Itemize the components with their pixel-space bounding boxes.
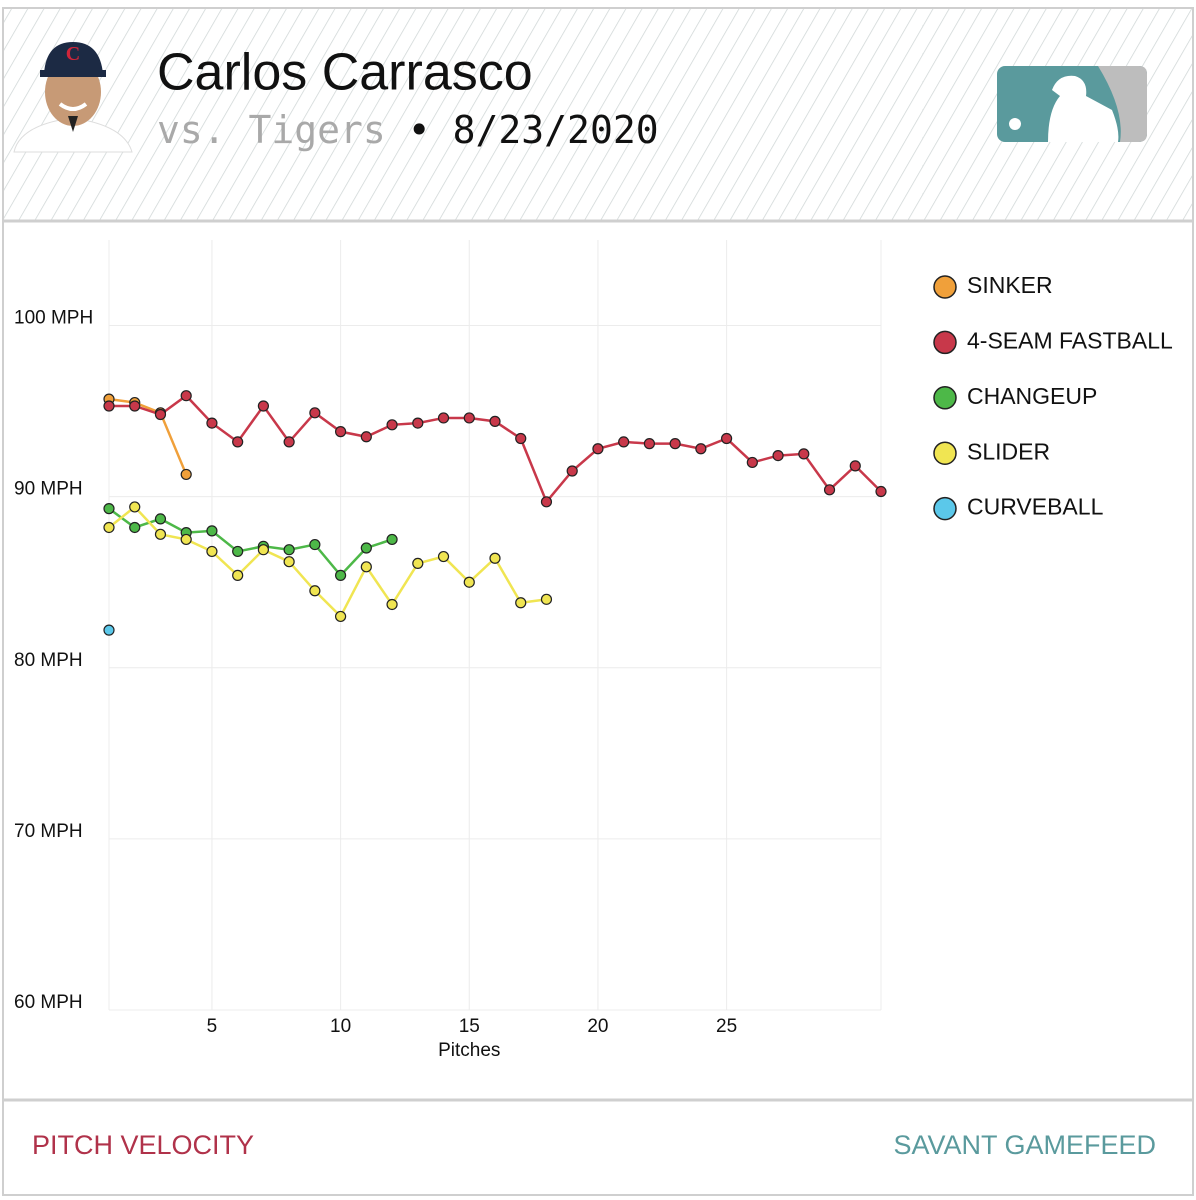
point — [283, 436, 295, 448]
point — [540, 496, 553, 508]
point — [180, 468, 192, 481]
x-tick-label: 20 — [587, 1016, 608, 1037]
point — [463, 412, 475, 424]
league-logo — [997, 66, 1147, 142]
point — [695, 443, 707, 455]
point — [154, 528, 167, 540]
y-tick-label: 100 MPH — [14, 308, 93, 329]
point — [515, 432, 527, 445]
point — [412, 557, 424, 570]
legend-swatch — [933, 496, 957, 521]
point — [772, 450, 784, 462]
point — [849, 460, 861, 472]
subtitle: vs. Tigers • 8/23/2020 — [157, 108, 659, 152]
player-photo: C — [13, 42, 133, 153]
point — [618, 436, 630, 448]
point — [720, 432, 733, 445]
point — [386, 419, 398, 431]
point — [283, 556, 295, 568]
opponent: vs. Tigers — [157, 108, 386, 152]
x-tick-label: 10 — [330, 1016, 351, 1037]
point — [437, 550, 450, 563]
point — [154, 408, 167, 421]
point — [335, 426, 347, 438]
legend-label: SLIDER — [967, 438, 1050, 464]
point — [129, 521, 141, 534]
point — [463, 576, 475, 588]
point — [489, 552, 501, 564]
legend-swatch — [933, 441, 957, 465]
point — [129, 501, 141, 513]
point — [232, 569, 244, 581]
point — [309, 585, 321, 597]
point — [875, 485, 887, 498]
separator: • — [408, 108, 431, 152]
point — [335, 610, 347, 623]
point — [257, 400, 269, 412]
point — [180, 533, 192, 546]
point — [412, 417, 424, 429]
y-tick-label: 90 MPH — [14, 479, 83, 500]
point — [643, 438, 656, 450]
point — [206, 417, 218, 429]
legend-label: CHANGEUP — [967, 383, 1097, 409]
x-tick-label: 5 — [207, 1016, 218, 1037]
date: 8/23/2020 — [453, 108, 659, 152]
point — [386, 533, 398, 546]
point — [103, 521, 115, 534]
point — [232, 545, 244, 558]
point — [180, 390, 192, 402]
point — [592, 443, 604, 455]
point — [103, 503, 115, 515]
point — [232, 436, 244, 448]
footer-left: PITCH VELOCITY — [32, 1130, 254, 1160]
svg-text:C: C — [66, 43, 80, 65]
legend-label: SINKER — [967, 272, 1053, 298]
point — [129, 400, 141, 412]
point — [515, 597, 527, 609]
y-tick-label: 80 MPH — [14, 650, 83, 671]
point — [206, 525, 218, 537]
point — [335, 569, 347, 581]
x-tick-label: 15 — [459, 1016, 480, 1037]
point — [360, 431, 372, 443]
legend-label: 4-SEAM FASTBALL — [967, 327, 1173, 353]
title: Carlos Carrasco — [157, 44, 533, 102]
header-bg — [4, 9, 1192, 220]
point — [823, 484, 836, 496]
point — [540, 593, 553, 605]
y-tick-label: 60 MPH — [14, 992, 83, 1013]
point — [746, 456, 758, 469]
series-line — [108, 397, 188, 475]
point — [360, 561, 372, 573]
y-tick-label: 70 MPH — [14, 821, 83, 842]
footer-right: SAVANT GAMEFEED — [893, 1130, 1156, 1160]
x-axis-label: Pitches — [438, 1040, 500, 1061]
point — [566, 465, 578, 477]
point — [669, 438, 681, 450]
point — [437, 412, 450, 424]
legend-swatch — [933, 386, 957, 410]
x-tick-label: 25 — [716, 1016, 737, 1037]
point — [257, 544, 269, 556]
point — [283, 544, 295, 556]
chart: 60 MPH 70 MPH 80 MPH 90 MPH 100 MPH 5 10 15 20 25… — [14, 240, 1173, 1061]
point — [206, 545, 218, 558]
point — [309, 407, 321, 419]
point — [386, 598, 398, 611]
point — [103, 624, 115, 636]
legend-label: CURVEBALL — [967, 494, 1104, 520]
point — [489, 415, 501, 427]
point — [154, 513, 167, 525]
legend-swatch — [933, 275, 957, 299]
legend-swatch — [933, 330, 957, 355]
point — [103, 400, 115, 412]
point — [360, 542, 372, 554]
point — [798, 448, 810, 460]
point — [309, 538, 321, 551]
